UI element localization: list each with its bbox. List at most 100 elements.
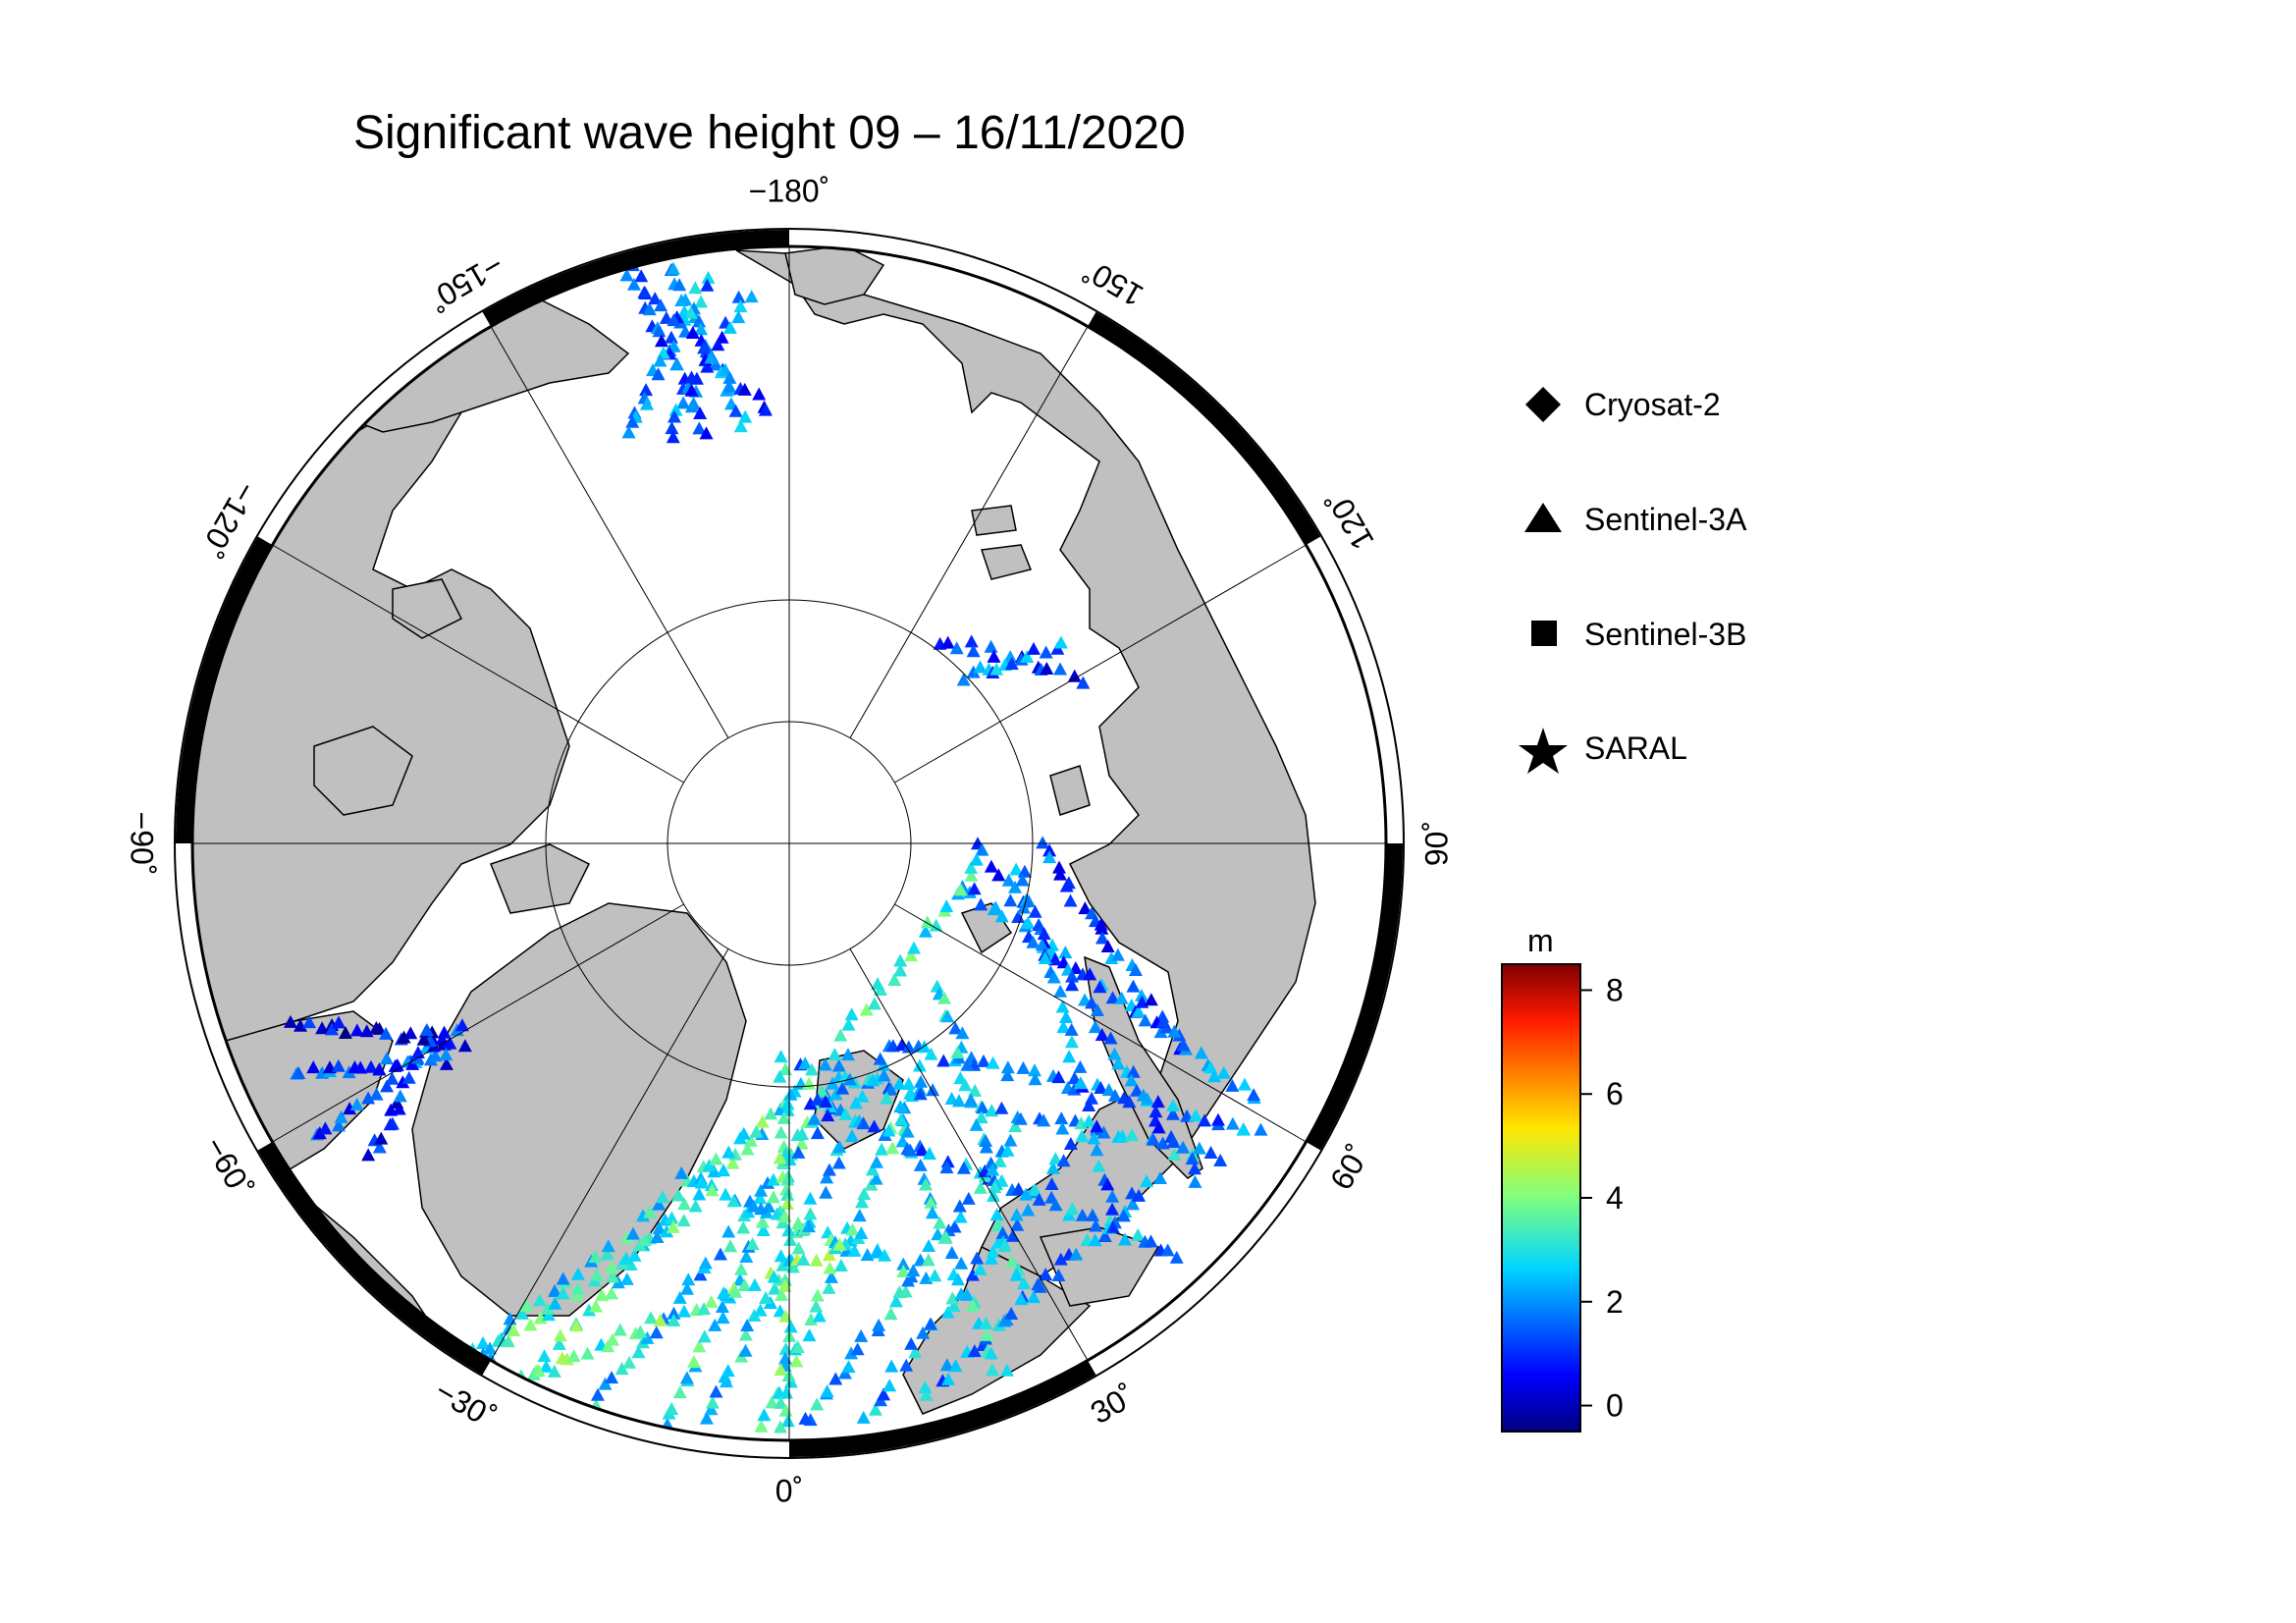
sentinel3a-triangle [810,1288,825,1302]
sentinel3a-triangle [1095,931,1110,945]
sentinel3a-triangle [547,1364,561,1378]
sentinel3a-triangle [582,1303,597,1317]
sentinel3a-triangle [1126,1064,1141,1078]
triangle-icon [1524,503,1562,532]
sentinel3a-triangle [820,1170,834,1184]
sentinel3a-triangle [984,859,998,873]
sentinel3a-triangle [374,1131,389,1145]
sentinel3a-triangle [1105,1189,1120,1203]
land-kola [1039,1226,1160,1307]
sentinel3a-triangle [667,409,682,423]
sentinel3a-triangle [669,357,684,371]
sentinel3a-triangle [1052,860,1067,874]
sentinel3a-triangle [653,353,667,367]
satellite-tracks [283,258,1268,1434]
longitude-label: 0˚ [775,1473,803,1508]
sentinel3a-triangle [758,403,773,416]
sentinel3a-triangle [338,1026,352,1040]
sentinel3a-triangle [1093,980,1107,994]
sentinel3a-triangle [777,1272,792,1286]
sentinel3a-triangle [1009,862,1024,876]
sentinel3a-triangle [776,1139,791,1153]
sentinel3a-triangle [1213,1153,1228,1166]
sentinel3a-triangle [1188,1174,1202,1188]
sentinel3a-triangle [955,1026,970,1040]
sentinel3a-triangle [1039,1268,1053,1281]
sentinel3a-triangle [539,1359,554,1373]
sentinel3a-triangle [838,1107,853,1120]
sentinel3a-triangle [731,290,746,303]
sentinel3a-triangle [711,338,725,352]
sentinel3a-triangle [1132,1188,1147,1202]
sentinel3a-triangle [556,1286,570,1300]
longitude-label: 90˚ [1418,821,1454,866]
sentinel3a-triangle [621,425,636,439]
sentinel3a-triangle [1152,1170,1167,1184]
sentinel3a-triangle [1105,1219,1120,1233]
sentinel3a-triangle [1131,1227,1146,1241]
sentinel3a-triangle [1000,1060,1015,1074]
sentinel3a-triangle [887,972,902,986]
sentinel3a-triangle [1105,1202,1120,1216]
sentinel3a-triangle [570,1267,585,1280]
sentinel3a-triangle [704,351,719,364]
sentinel3a-triangle [988,900,1003,914]
sentinel3a-triangle [697,341,712,354]
meridian-line [490,948,729,1361]
sentinel3a-triangle [369,1087,384,1101]
sentinel3a-triangle [875,1142,889,1156]
sentinel3a-triangle [637,1233,652,1247]
sentinel3a-triangle [652,324,667,338]
sentinel3a-triangle [1198,1113,1212,1127]
longitude-label: −30˚ [429,1373,502,1435]
sentinel3a-triangle [640,1330,655,1344]
sentinel3a-triangle [722,370,737,384]
sentinel3a-triangle [385,1071,400,1085]
sentinel3a-triangle [396,1075,410,1089]
sentinel3a-triangle [731,310,746,324]
sentinel3a-triangle [884,1359,899,1373]
sentinel3a-triangle [1051,1070,1066,1084]
sentinel3a-triangle [984,1156,998,1169]
sentinel3a-triangle [987,649,1001,663]
sentinel3a-triangle [619,268,634,282]
sentinel3a-triangle [737,382,752,396]
sentinel3a-triangle [1185,1152,1200,1165]
sentinel3a-triangle [1189,1109,1203,1122]
land-severnaya [1049,765,1091,816]
sentinel3a-triangle [694,322,709,336]
sentinel3a-triangle [693,1268,708,1281]
sentinel3a-triangle [1111,1056,1126,1070]
longitude-label: 150˚ [1077,251,1148,313]
sentinel3a-triangle [1151,1120,1166,1134]
sentinel3a-triangle [755,1114,770,1128]
sentinel3a-triangle [775,1258,790,1271]
sentinel3a-triangle [684,383,699,397]
sentinel3a-triangle [700,278,715,292]
sentinel3a-triangle [1000,1143,1015,1157]
sentinel3a-triangle [798,1056,813,1070]
sentinel3a-triangle [928,1269,942,1282]
sentinel3a-triangle [924,1195,938,1209]
sentinel3a-triangle [1063,893,1078,907]
sentinel3a-triangle [716,1311,730,1325]
sentinel3a-triangle [1026,935,1041,948]
sentinel3a-triangle [654,298,668,312]
sentinel3a-triangle [973,660,988,674]
sentinel3a-triangle [390,1096,404,1109]
sentinel3a-triangle [1096,1125,1111,1139]
sentinel3a-triangle [810,1092,825,1106]
sentinel3a-triangle [604,1260,618,1273]
sentinel3a-triangle [1203,1146,1218,1160]
sentinel3a-triangle [1088,1233,1102,1247]
sentinel3a-triangle [1053,635,1068,649]
sentinel3a-triangle [439,1048,454,1061]
sentinel3a-triangle [1036,836,1050,849]
sentinel3a-triangle [1045,1161,1060,1174]
sentinel3a-triangle [704,1294,719,1308]
longitude-label: −60˚ [197,1131,260,1204]
sentinel3a-triangle [819,1185,833,1199]
sentinel3a-triangle [979,1134,993,1148]
sentinel3a-triangle [764,1107,778,1120]
sentinel3a-triangle [738,409,753,423]
